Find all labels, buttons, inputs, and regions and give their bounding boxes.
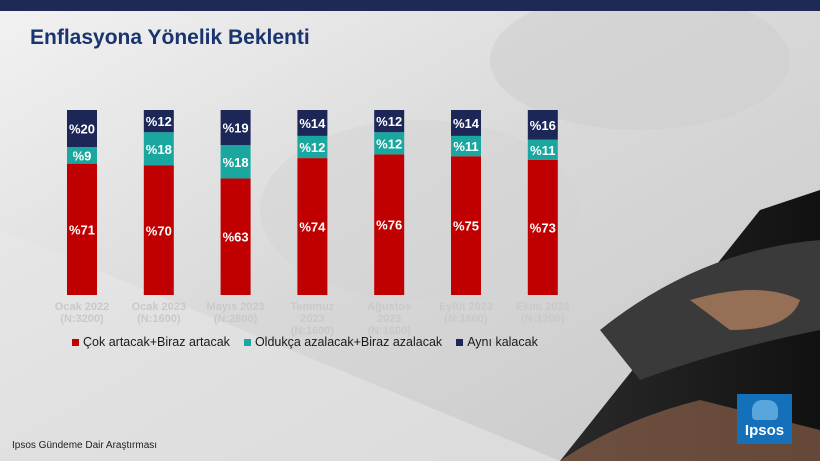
data-label-0-5: %75 [453,219,479,234]
page-title: Enflasyona Yönelik Beklenti [30,26,310,49]
data-label-1-0: %9 [73,148,92,163]
bar-segment-0-3 [297,158,328,295]
bar-segment-1-1 [143,132,174,166]
data-label-0-2: %63 [223,230,249,245]
x-tick-label-6: (N:1200) [521,313,565,325]
bar-segment-2-4 [374,110,405,133]
ipsos-logo: Ipsos [737,394,792,444]
legend-item-increase: Çok artacak+Biraz artacak [72,335,230,349]
data-label-1-2: %18 [223,155,249,170]
bar-segment-2-0 [67,110,97,147]
legend-swatch-increase [72,338,79,346]
data-label-0-3: %74 [299,220,326,235]
data-label-1-5: %11 [453,139,478,154]
bar-segment-1-6 [527,139,558,160]
logo-mark-icon [751,400,778,420]
bar-segment-1-2 [220,145,251,179]
data-label-2-1: %12 [146,114,172,129]
x-tick-label-0: Ocak 2022 [55,301,109,313]
bar-segment-2-2 [220,110,251,146]
data-label-2-6: %16 [530,118,556,133]
data-label-2-0: %20 [69,122,95,137]
x-tick-label-4: Ağustos [367,301,411,313]
data-label-1-6: %11 [530,143,555,158]
legend-item-same: Aynı kalacak [456,335,538,349]
data-label-0-6: %73 [530,220,556,235]
data-label-2-2: %19 [223,121,249,136]
bar-segment-0-5 [451,156,481,295]
bar-segment-0-0 [67,163,97,295]
bar-segment-0-2 [220,178,251,295]
logo-text: Ipsos [744,422,785,439]
x-tick-label-0: (N:3200) [60,313,104,325]
legend: Çok artacak+Biraz artacak Oldukça azalac… [72,335,538,349]
data-label-0-0: %71 [69,222,95,237]
bar-segment-1-3 [297,135,328,159]
x-tick-label-3: 2023 [300,313,324,325]
x-tick-label-3: Temmuz [290,301,334,313]
bar-segment-1-4 [374,132,405,155]
x-tick-label-2: Mayıs 2023 [207,301,265,313]
bar-segment-1-0 [67,147,97,164]
data-label-1-1: %18 [146,142,172,157]
legend-swatch-same [456,338,464,346]
data-label-2-3: %14 [299,116,326,131]
data-label-1-4: %12 [376,136,402,151]
x-tick-label-1: (N:1600) [137,313,181,325]
bar-segment-2-1 [143,110,174,133]
bar-segment-2-6 [527,110,558,140]
x-tick-label-4: 2023 [377,313,401,325]
data-label-2-4: %12 [376,114,402,129]
bar-segment-0-6 [527,159,558,295]
legend-label-increase: Çok artacak+Biraz artacak [83,335,230,349]
bar-segment-2-3 [297,110,328,136]
data-label-1-3: %12 [299,140,325,155]
bar-segment-0-4 [374,154,405,295]
legend-label-decrease: Oldukça azalacak+Biraz azalacak [254,335,443,349]
legend-label-same: Aynı kalacak [467,335,538,349]
x-tick-label-5: (N:1600) [444,313,488,325]
x-tick-label-4: (N:1600) [367,325,411,337]
x-tick-label-6: Ekim 2023 [516,301,570,313]
bar-segment-2-5 [451,110,481,136]
legend-item-decrease: Oldukça azalacak+Biraz azalacak [243,335,443,349]
bar-segment-0-1 [143,165,174,295]
top-bar [0,0,820,11]
x-tick-label-2: (N:2800) [214,313,258,325]
source-note: Ipsos Gündeme Dair Araştırması [12,440,158,451]
data-label-2-5: %14 [453,116,480,131]
legend-swatch-decrease [243,338,251,346]
data-label-0-1: %70 [146,223,172,238]
bar-segment-1-5 [451,135,481,157]
data-label-0-4: %76 [376,218,402,233]
x-tick-label-5: Eylül 2023 [439,301,493,313]
x-tick-label-3: (N:1600) [291,325,335,337]
x-tick-label-1: Ocak 2023 [132,301,186,313]
